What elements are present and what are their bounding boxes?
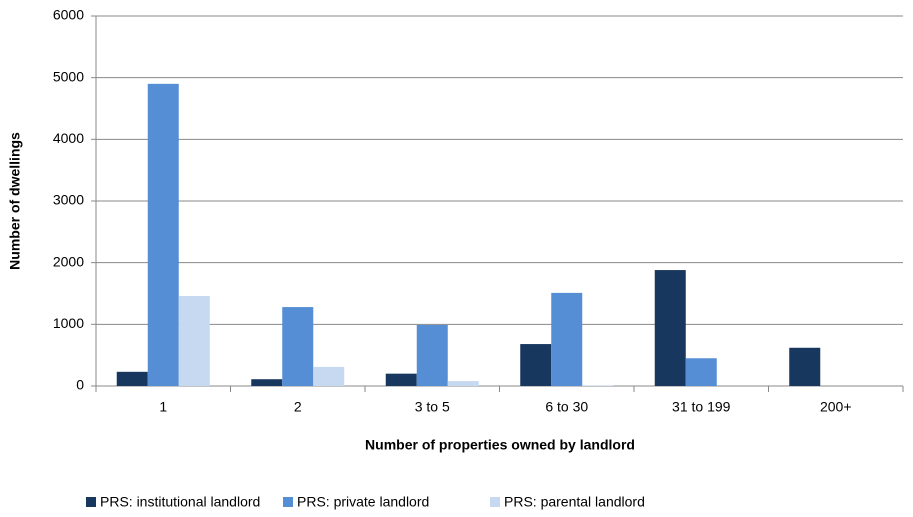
bar [251, 379, 283, 386]
legend-swatch [490, 497, 500, 507]
bar [685, 358, 717, 386]
bar [654, 270, 686, 386]
bar [447, 381, 479, 386]
legend-label: PRS: institutional landlord [100, 494, 260, 510]
y-tick-label: 3000 [53, 192, 84, 208]
x-tick-label: 6 to 30 [545, 399, 588, 415]
y-tick-label: 5000 [53, 68, 84, 84]
y-tick-label: 1000 [53, 315, 84, 331]
bar [178, 295, 210, 386]
y-axis-label: Number of dwellings [7, 132, 23, 270]
legend-swatch [283, 497, 293, 507]
bar [416, 324, 448, 386]
legend-label: PRS: parental landlord [504, 494, 645, 510]
bar [789, 347, 821, 386]
y-tick-label: 6000 [53, 7, 84, 23]
bar [282, 307, 314, 386]
bar [116, 371, 148, 386]
y-tick-label: 0 [76, 377, 84, 393]
legend-swatch [86, 497, 96, 507]
legend-label: PRS: private landlord [297, 494, 429, 510]
x-tick-label: 3 to 5 [415, 399, 450, 415]
bar [582, 385, 614, 386]
y-tick-label: 2000 [53, 253, 84, 269]
y-tick-label: 4000 [53, 130, 84, 146]
x-tick-label: 31 to 199 [672, 399, 731, 415]
bar [385, 373, 417, 386]
bar [147, 83, 179, 386]
x-axis-label: Number of properties owned by landlord [365, 437, 635, 453]
bar [520, 344, 552, 386]
x-tick-label: 2 [294, 399, 302, 415]
bar [551, 292, 583, 386]
bar [313, 366, 345, 386]
x-tick-label: 200+ [820, 399, 852, 415]
x-tick-label: 1 [159, 399, 167, 415]
